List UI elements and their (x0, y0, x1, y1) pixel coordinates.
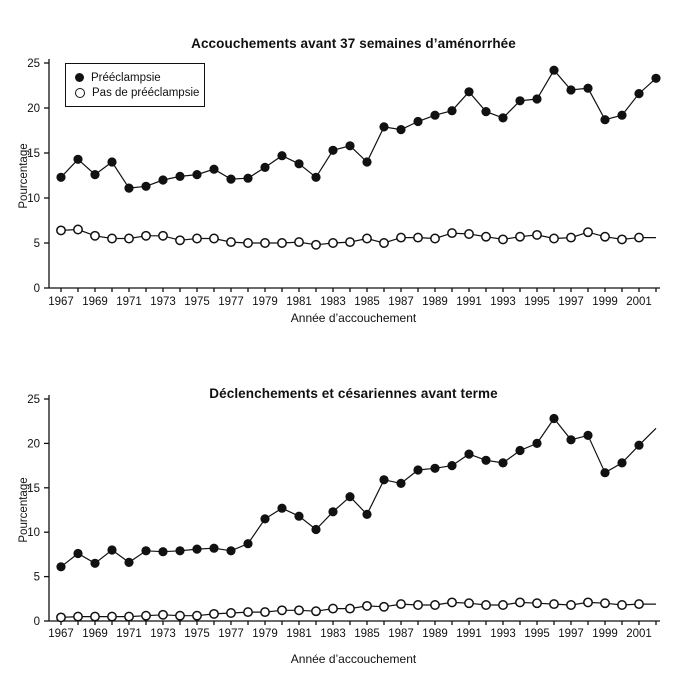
svg-text:25: 25 (27, 58, 40, 70)
svg-text:1991: 1991 (456, 296, 482, 308)
svg-text:15: 15 (27, 148, 40, 160)
svg-text:1975: 1975 (184, 296, 210, 308)
series-markers-filled (56, 65, 661, 193)
svg-text:1993: 1993 (490, 296, 516, 308)
svg-text:2001: 2001 (626, 628, 652, 640)
svg-text:1997: 1997 (558, 628, 584, 640)
svg-text:0: 0 (34, 283, 40, 295)
legend-box: Prééclampsie Pas de prééclampsie (65, 63, 205, 107)
svg-text:1985: 1985 (354, 628, 380, 640)
svg-text:1989: 1989 (422, 296, 448, 308)
open-circle-marker-icon (75, 87, 85, 98)
svg-text:1979: 1979 (252, 296, 278, 308)
legend-item-pas-de-preeclampsie: Pas de prééclampsie (75, 87, 204, 99)
svg-text:1973: 1973 (150, 628, 176, 640)
tick-labels: 0 5 10 15 20 25 1967 1969 1971 1973 1975 1977 1979 19… (27, 394, 652, 640)
svg-text:1977: 1977 (218, 628, 244, 640)
chart2-y-axis-label: Pourcentage (18, 477, 30, 543)
svg-text:1973: 1973 (150, 296, 176, 308)
svg-text:1969: 1969 (82, 296, 108, 308)
svg-text:1971: 1971 (116, 628, 142, 640)
svg-text:1967: 1967 (48, 296, 74, 308)
svg-text:1971: 1971 (116, 296, 142, 308)
svg-text:1985: 1985 (354, 296, 380, 308)
svg-text:25: 25 (27, 394, 40, 406)
svg-text:20: 20 (27, 103, 40, 115)
svg-text:1977: 1977 (218, 296, 244, 308)
chart1-y-axis-label: Pourcentage (18, 143, 30, 209)
svg-text:1983: 1983 (320, 296, 346, 308)
series-markers-open (56, 224, 644, 250)
chart2-x-axis-label: Année d’accouchement (290, 652, 417, 666)
svg-text:0: 0 (34, 616, 40, 628)
svg-text:5: 5 (34, 572, 40, 584)
svg-text:1995: 1995 (524, 628, 550, 640)
svg-text:10: 10 (27, 527, 40, 539)
svg-text:5: 5 (34, 238, 40, 250)
svg-text:1969: 1969 (82, 628, 108, 640)
svg-text:1983: 1983 (320, 628, 346, 640)
series-markers-open (56, 597, 644, 623)
svg-text:1991: 1991 (456, 628, 482, 640)
svg-text:1999: 1999 (592, 628, 618, 640)
svg-text:1979: 1979 (252, 628, 278, 640)
filled-circle-marker-icon (75, 73, 84, 82)
series-markers-filled (56, 413, 644, 572)
svg-text:2001: 2001 (626, 296, 652, 308)
chart1-x-axis-label: Année d’accouchement (290, 311, 417, 325)
svg-text:1989: 1989 (422, 628, 448, 640)
svg-text:1997: 1997 (558, 296, 584, 308)
svg-text:1999: 1999 (592, 296, 618, 308)
svg-text:1987: 1987 (388, 628, 414, 640)
chart1-title: Accouchements avant 37 semaines d’aménor… (191, 36, 516, 51)
axes (44, 395, 660, 625)
svg-text:1987: 1987 (388, 296, 414, 308)
svg-text:1981: 1981 (286, 628, 312, 640)
chart-2: 0 5 10 15 20 25 1967 1969 1971 1973 1975 1977 1979 19… (27, 394, 660, 640)
legend-item-label: Pas de prééclampsie (92, 86, 200, 99)
legend-item-label: Prééclampsie (91, 71, 161, 84)
tick-labels: 0 5 10 15 20 25 1967 1969 1971 1973 1975 1977 1979 19… (27, 58, 652, 308)
svg-text:10: 10 (27, 193, 40, 205)
svg-text:15: 15 (27, 483, 40, 495)
svg-text:1981: 1981 (286, 296, 312, 308)
legend-item-preeclampsie: Prééclampsie (75, 72, 204, 84)
chart2-title: Déclenchements et césariennes avant term… (209, 386, 498, 401)
svg-text:1995: 1995 (524, 296, 550, 308)
svg-text:20: 20 (27, 438, 40, 450)
svg-text:1967: 1967 (48, 628, 74, 640)
chart-1: 0 5 10 15 20 25 1967 1969 1971 1973 1975 1977 1979 19… (27, 58, 661, 308)
svg-text:1993: 1993 (490, 628, 516, 640)
svg-text:1975: 1975 (184, 628, 210, 640)
axes (44, 59, 660, 292)
